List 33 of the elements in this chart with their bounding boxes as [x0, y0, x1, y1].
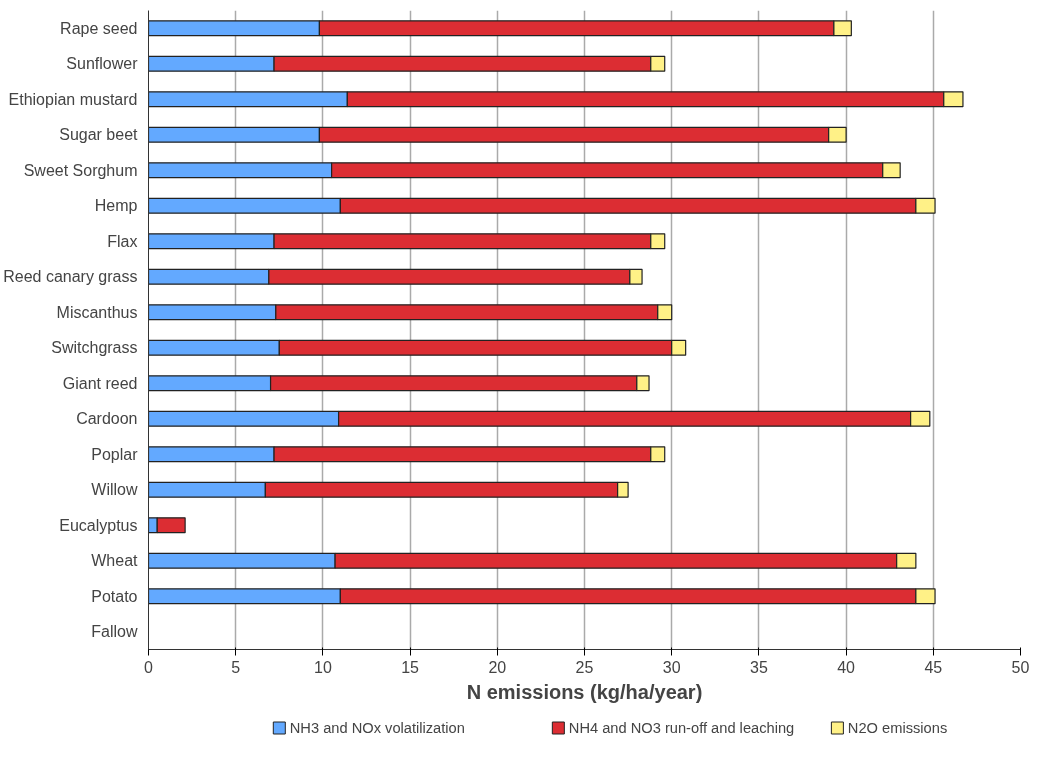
x-tick-label: 50: [1011, 658, 1030, 676]
x-tick-label: 45: [924, 658, 943, 676]
y-tick-label: Flax: [107, 232, 138, 250]
legend-label: N2O emissions: [847, 720, 948, 736]
legend-label: NH3 and NOx volatilization: [289, 720, 465, 736]
y-tick-label: Ethiopian mustard: [8, 90, 138, 108]
x-tick-label: 10: [314, 658, 332, 676]
y-tick-label: Potato: [91, 587, 138, 605]
x-tick-label: 0: [144, 658, 154, 676]
x-tick-label: 25: [575, 658, 594, 676]
x-tick-label: 15: [401, 658, 420, 676]
y-tick-label: Hemp: [94, 197, 138, 215]
x-tick-label: 20: [488, 658, 507, 676]
x-axis-title: N emissions (kg/ha/year): [466, 680, 703, 703]
y-tick-label: Poplar: [91, 445, 139, 463]
legend-label: NH4 and NO3 run-off and leaching: [568, 720, 795, 736]
y-tick-label: Fallow: [91, 623, 138, 641]
y-tick-label: Giant reed: [62, 374, 138, 392]
y-tick-label: Reed canary grass: [3, 268, 138, 286]
y-tick-label: Miscanthus: [56, 303, 138, 321]
y-tick-label: Wheat: [91, 552, 139, 570]
y-tick-label: Willow: [91, 481, 138, 499]
y-tick-label: Sugar beet: [59, 126, 139, 144]
x-tick-label: 5: [231, 658, 241, 676]
y-tick-label: Cardoon: [76, 410, 138, 428]
y-tick-label: Switchgrass: [51, 339, 138, 357]
x-tick-label: 30: [662, 658, 681, 676]
y-tick-label: Rape seed: [60, 19, 138, 37]
x-tick-label: 35: [750, 658, 768, 676]
y-tick-label: Sunflower: [66, 55, 139, 73]
y-tick-label: Eucalyptus: [59, 516, 138, 534]
x-tick-label: 40: [837, 658, 856, 676]
y-tick-label: Sweet Sorghum: [23, 161, 138, 179]
